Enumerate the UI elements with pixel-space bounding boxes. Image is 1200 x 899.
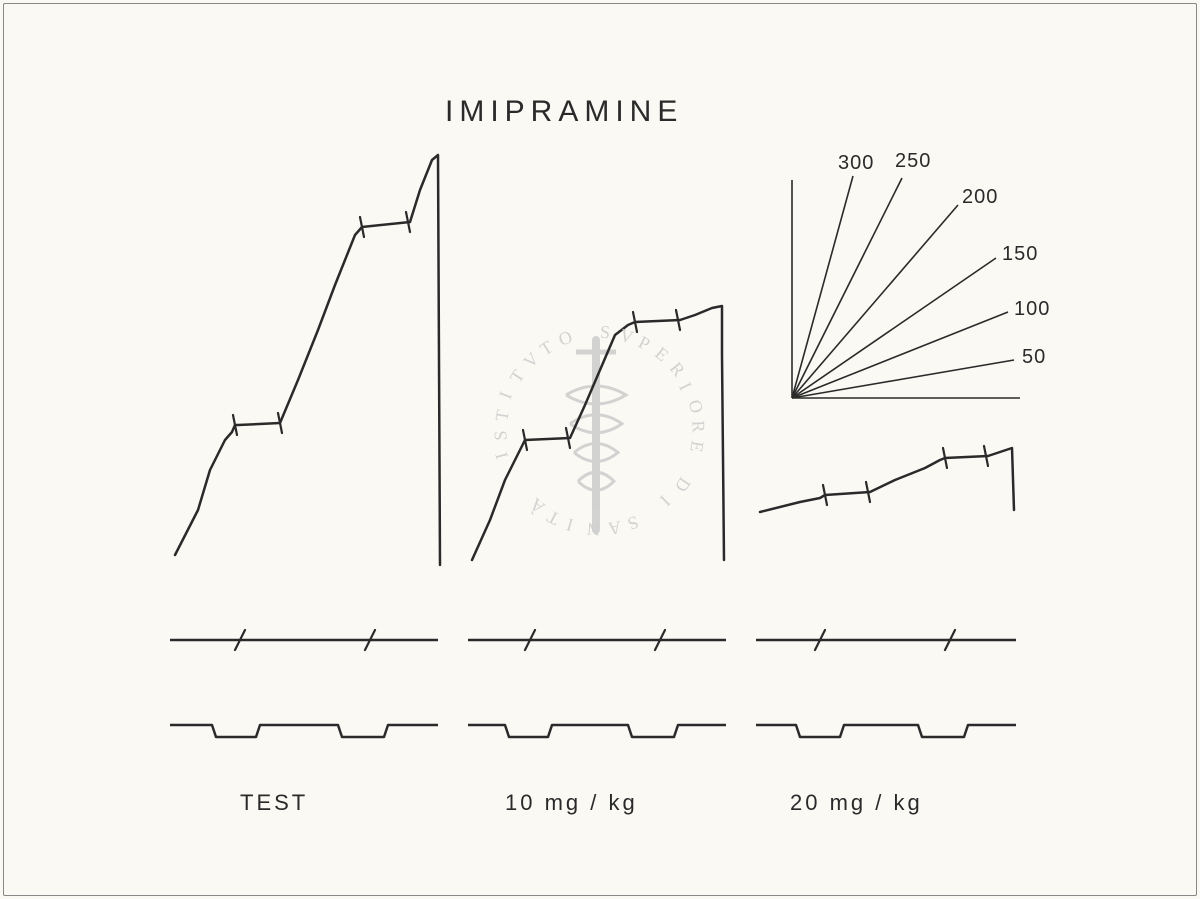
pulse-line-test	[170, 725, 438, 737]
pulse-line-20mg	[756, 725, 1016, 737]
panel-label-20mg: 20 mg / kg	[790, 790, 923, 816]
panel-label-test: TEST	[240, 790, 308, 816]
fan-ray-label-100: 100	[1014, 298, 1050, 321]
fan-ray-300	[792, 176, 853, 398]
pulse-line-10mg	[468, 725, 726, 737]
fan-ray-250	[792, 178, 902, 398]
trace-20mg	[760, 448, 1014, 512]
fan-ray-100	[792, 312, 1008, 398]
fan-ray-50	[792, 360, 1014, 398]
panel-label-10mg: 10 mg / kg	[505, 790, 638, 816]
fan-ray-label-200: 200	[962, 186, 998, 209]
fan-ray-label-300: 300	[838, 152, 874, 175]
drawing-surface	[0, 0, 1200, 899]
fan-ray-label-150: 150	[1002, 243, 1038, 266]
fan-ray-label-50: 50	[1022, 346, 1046, 369]
fan-ray-label-250: 250	[895, 150, 931, 173]
trace-test	[175, 155, 440, 565]
